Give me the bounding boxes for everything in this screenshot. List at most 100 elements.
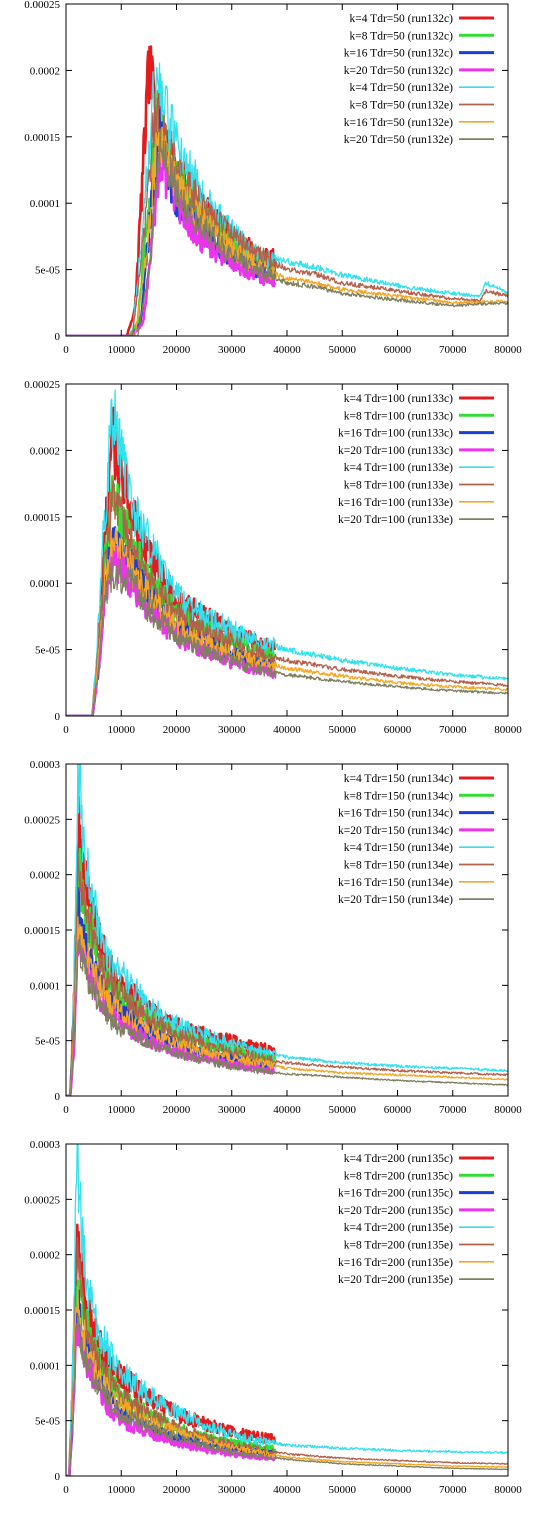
- x-tick-label: 70000: [439, 724, 467, 736]
- series-group: [66, 1144, 508, 1476]
- chart-svg: 0 10000 20000 30000 40000 50000 60000 70000 8000…: [24, 380, 522, 736]
- series-line: [66, 389, 508, 716]
- legend-label: k=4 Tdr=150 (run134c): [344, 773, 453, 785]
- series-group: [66, 764, 508, 1096]
- series-line: [66, 527, 508, 716]
- legend-label: k=4 Tdr=150 (run134e): [344, 842, 453, 854]
- x-tick-label: 70000: [439, 344, 467, 356]
- x-tick-label: 40000: [273, 1484, 301, 1496]
- chart-panel-tdr50: 0 10000 20000 30000 40000 50000 60000 70000 8000…: [0, 0, 533, 380]
- y-tick-label: 0: [55, 331, 61, 343]
- x-tick-label: 50000: [329, 724, 357, 736]
- y-tick-label: 0.0003: [30, 760, 61, 771]
- series-line: [66, 1314, 508, 1476]
- x-tick-label: 80000: [494, 724, 522, 736]
- y-tick-label: 0: [55, 711, 61, 723]
- chart-svg: 0 10000 20000 30000 40000 50000 60000 70000 8000…: [24, 760, 522, 1116]
- y-tick-label: 0: [55, 1091, 61, 1103]
- series-line: [66, 1144, 508, 1476]
- y-tick-label: 0.00015: [24, 132, 60, 144]
- legend-label: k=16 Tdr=50 (run132c): [344, 48, 453, 60]
- series-line: [66, 479, 508, 716]
- y-tick-label: 0.0002: [30, 445, 60, 457]
- legend-label: k=20 Tdr=150 (run134e): [338, 894, 453, 906]
- x-tick-label: 40000: [273, 344, 301, 356]
- chart-panel-tdr200: 0 10000 20000 30000 40000 50000 60000 70000 8000…: [0, 1140, 533, 1520]
- legend-label: k=20 Tdr=150 (run134c): [338, 825, 453, 837]
- x-tick-label: 60000: [384, 1484, 412, 1496]
- legend-label: k=4 Tdr=50 (run132c): [350, 13, 454, 25]
- legend-label: k=16 Tdr=150 (run134c): [338, 808, 453, 820]
- series-line: [66, 934, 508, 1096]
- legend-label: k=8 Tdr=100 (run133c): [344, 410, 453, 422]
- series-line: [66, 853, 508, 1096]
- y-tick-label: 5e-05: [35, 265, 61, 277]
- legend-label: k=4 Tdr=200 (run135e): [344, 1222, 453, 1234]
- x-tick-label: 70000: [439, 1484, 467, 1496]
- legend-label: k=20 Tdr=200 (run135e): [338, 1274, 453, 1286]
- legend-label: k=16 Tdr=50 (run132e): [344, 117, 453, 129]
- x-tick-label: 30000: [218, 724, 246, 736]
- x-tick-label: 30000: [218, 1104, 246, 1116]
- x-tick-label: 20000: [163, 1104, 191, 1116]
- x-tick-label: 50000: [329, 344, 357, 356]
- legend-label: k=4 Tdr=200 (run135c): [344, 1153, 453, 1165]
- y-tick-label: 0.0001: [30, 1360, 60, 1372]
- legend-label: k=16 Tdr=150 (run134e): [338, 877, 453, 889]
- x-tick-label: 40000: [273, 1104, 301, 1116]
- legend-label: k=8 Tdr=100 (run133e): [344, 480, 453, 492]
- legend-label: k=8 Tdr=50 (run132c): [350, 30, 454, 42]
- x-tick-label: 50000: [329, 1104, 357, 1116]
- x-tick-label: 10000: [108, 724, 136, 736]
- x-tick-label: 10000: [108, 344, 136, 356]
- legend-label: k=8 Tdr=150 (run134e): [344, 860, 453, 872]
- series-line: [66, 1236, 508, 1476]
- legend-label: k=16 Tdr=100 (run133e): [338, 497, 453, 509]
- legend-label: k=8 Tdr=200 (run135c): [344, 1170, 453, 1182]
- series-line: [66, 1286, 508, 1476]
- legend-label: k=4 Tdr=50 (run132e): [350, 82, 454, 94]
- chart-panel-tdr150: 0 10000 20000 30000 40000 50000 60000 70000 8000…: [0, 760, 533, 1140]
- y-tick-label: 0.0001: [30, 980, 60, 992]
- y-tick-label: 0.0003: [30, 1140, 61, 1151]
- legend-label: k=20 Tdr=100 (run133e): [338, 514, 453, 526]
- x-tick-label: 60000: [384, 1104, 412, 1116]
- series-line: [66, 128, 508, 336]
- series-line: [66, 916, 508, 1096]
- legend-label: k=8 Tdr=50 (run132e): [350, 100, 454, 112]
- x-tick-label: 0: [63, 724, 69, 736]
- x-tick-label: 20000: [163, 724, 191, 736]
- y-tick-label: 0.0001: [30, 578, 60, 590]
- series-group: [66, 45, 508, 336]
- series-line: [66, 764, 508, 1096]
- series-line: [66, 62, 508, 336]
- y-tick-label: 0.00025: [24, 814, 60, 826]
- legend-label: k=16 Tdr=100 (run133c): [338, 428, 453, 440]
- x-tick-label: 80000: [494, 1104, 522, 1116]
- y-tick-label: 0.0001: [30, 198, 60, 210]
- legend-label: k=20 Tdr=50 (run132c): [344, 65, 453, 77]
- x-tick-label: 20000: [163, 344, 191, 356]
- x-tick-label: 10000: [108, 1484, 136, 1496]
- y-tick-label: 0: [55, 1471, 61, 1483]
- chart-svg: 0 10000 20000 30000 40000 50000 60000 70000 8000…: [24, 1140, 522, 1496]
- x-tick-label: 0: [63, 1104, 69, 1116]
- x-tick-label: 60000: [384, 344, 412, 356]
- y-tick-label: 0.0002: [30, 870, 60, 882]
- y-tick-label: 0.00025: [24, 380, 60, 391]
- legend-label: k=8 Tdr=150 (run134c): [344, 790, 453, 802]
- y-tick-label: 0.00025: [24, 0, 60, 11]
- x-tick-label: 40000: [273, 724, 301, 736]
- x-tick-label: 80000: [494, 1484, 522, 1496]
- y-tick-label: 5e-05: [35, 645, 61, 657]
- y-tick-label: 0.0002: [30, 1250, 60, 1262]
- legend-label: k=4 Tdr=100 (run133e): [344, 462, 453, 474]
- chart-svg: 0 10000 20000 30000 40000 50000 60000 70000 8000…: [24, 0, 522, 356]
- chart-panel-tdr100: 0 10000 20000 30000 40000 50000 60000 70000 8000…: [0, 380, 533, 760]
- y-tick-label: 5e-05: [35, 1036, 61, 1048]
- y-tick-label: 0.00015: [24, 1305, 60, 1317]
- legend-label: k=16 Tdr=200 (run135c): [338, 1188, 453, 1200]
- x-tick-label: 0: [63, 344, 69, 356]
- x-tick-label: 20000: [163, 1484, 191, 1496]
- legend-label: k=16 Tdr=200 (run135e): [338, 1257, 453, 1269]
